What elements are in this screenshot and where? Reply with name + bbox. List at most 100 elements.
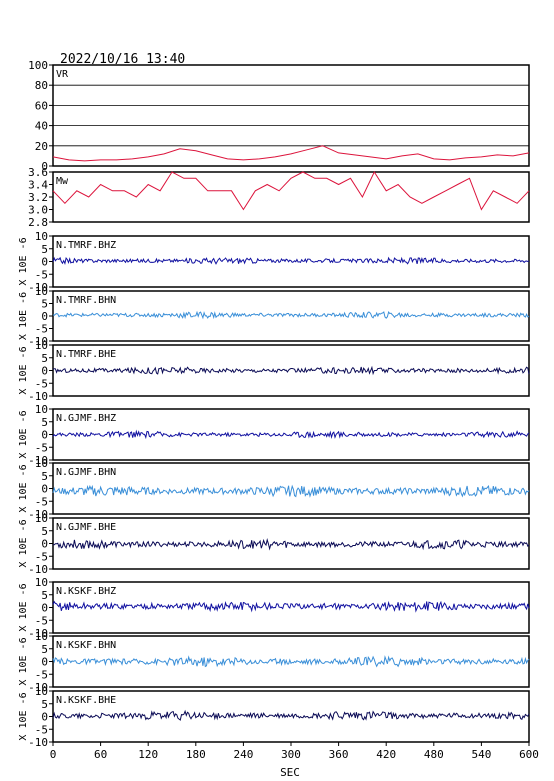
series-line — [52, 365, 530, 376]
y-tick-label: 40 — [35, 120, 48, 133]
panel-label: N.GJMF.BHN — [56, 467, 116, 478]
y-tick-label: 0 — [41, 256, 48, 269]
y-tick-label: 10 — [35, 457, 48, 470]
y-tick-label: 10 — [35, 685, 48, 698]
panel-label: N.GJMF.BHZ — [56, 413, 116, 424]
y-tick-label: 5 — [41, 243, 48, 256]
series-line — [52, 655, 530, 668]
y-tick-label: -10 — [28, 335, 48, 348]
y-tick-label: 10 — [35, 285, 48, 298]
timestamp-label: 2022/10/16 13:40 — [60, 52, 185, 67]
y-tick-label: 5 — [41, 525, 48, 538]
y-tick-label: 3.2 — [28, 191, 48, 204]
panel-label: N.KSKF.BHE — [56, 695, 116, 706]
panel-label: N.TMRF.BHZ — [56, 240, 116, 251]
y-tick-label: 3.4 — [28, 179, 48, 192]
y-tick-label: -10 — [28, 681, 48, 694]
series-line — [52, 170, 530, 211]
y-tick-label: -5 — [35, 614, 48, 627]
y-tick-label: -10 — [28, 281, 48, 294]
y-tick-label: 0 — [41, 429, 48, 442]
y-tick-label: 60 — [35, 99, 48, 112]
x-tick-label: 600 — [519, 748, 539, 761]
series-line — [52, 429, 530, 440]
y-tick-label: 10 — [35, 230, 48, 243]
y-tick-label: 100 — [28, 59, 48, 72]
y-tick-label: -5 — [35, 441, 48, 454]
series-line — [52, 145, 530, 162]
y-tick-label: 5 — [41, 589, 48, 602]
y-axis-label: X 10E -6 — [18, 637, 29, 685]
y-axis-label: X 10E -6 — [18, 692, 29, 740]
panel-label: N.KSKF.BHN — [56, 640, 116, 651]
x-tick-label: 300 — [281, 748, 301, 761]
y-tick-label: 10 — [35, 512, 48, 525]
y-axis-label: X 10E -6 — [18, 346, 29, 394]
panel-frame — [52, 581, 530, 634]
y-tick-label: 0 — [41, 483, 48, 496]
y-tick-label: 5 — [41, 470, 48, 483]
x-tick-label: 240 — [233, 748, 253, 761]
y-tick-label: 0 — [41, 656, 48, 669]
y-axis-label: X 10E -6 — [18, 410, 29, 458]
series-line — [53, 537, 530, 551]
y-tick-label: 3.0 — [28, 204, 48, 217]
x-tick-label: 120 — [138, 748, 158, 761]
x-tick-label: 480 — [424, 748, 444, 761]
y-tick-label: -10 — [28, 736, 48, 749]
y-tick-label: -5 — [35, 668, 48, 681]
panel-frame — [52, 64, 530, 167]
y-tick-label: -10 — [28, 454, 48, 467]
panel-frame — [52, 171, 530, 223]
x-axis-label: SEC — [280, 766, 300, 779]
y-tick-label: -5 — [35, 495, 48, 508]
y-tick-label: -5 — [35, 377, 48, 390]
y-tick-label: -10 — [28, 390, 48, 403]
y-tick-label: -10 — [28, 627, 48, 640]
x-tick-label: 0 — [50, 748, 57, 761]
y-tick-label: -5 — [35, 723, 48, 736]
y-tick-label: -5 — [35, 550, 48, 563]
panel-label: Mw — [56, 176, 69, 187]
y-tick-label: -5 — [35, 323, 48, 336]
y-tick-label: 80 — [35, 79, 48, 92]
panel-label: N.GJMF.BHE — [56, 522, 116, 533]
panel-label: N.KSKF.BHZ — [56, 586, 116, 597]
x-tick-label: 420 — [376, 748, 396, 761]
series-line — [52, 484, 530, 498]
y-tick-label: 0 — [41, 310, 48, 323]
y-tick-label: 3.6 — [28, 166, 48, 179]
y-tick-label: 5 — [41, 416, 48, 429]
series-line — [52, 256, 530, 265]
y-tick-label: 2.8 — [28, 216, 48, 229]
y-tick-label: 5 — [41, 643, 48, 656]
y-tick-label: -10 — [28, 508, 48, 521]
y-tick-label: 0 — [41, 602, 48, 615]
y-tick-label: 0 — [41, 160, 48, 173]
series-line — [52, 600, 530, 613]
y-tick-label: 5 — [41, 298, 48, 311]
y-tick-label: 0 — [41, 365, 48, 378]
panel-frame — [52, 635, 530, 688]
series-line — [52, 310, 530, 320]
y-axis-label: X 10E -6 — [18, 292, 29, 340]
y-axis-label: X 10E -6 — [18, 464, 29, 512]
panel-label: N.TMRF.BHE — [56, 349, 116, 360]
x-tick-label: 540 — [471, 748, 491, 761]
y-tick-label: 5 — [41, 352, 48, 365]
y-tick-label: 10 — [35, 576, 48, 589]
y-tick-label: 20 — [35, 140, 48, 153]
panel-label: VR — [56, 69, 69, 80]
y-axis-label: X 10E -6 — [18, 237, 29, 285]
x-tick-label: 60 — [94, 748, 107, 761]
y-tick-label: 10 — [35, 630, 48, 643]
y-tick-label: 0 — [41, 538, 48, 551]
x-tick-label: 180 — [186, 748, 206, 761]
series-line — [52, 709, 530, 721]
y-axis-label: X 10E -6 — [18, 583, 29, 631]
x-tick-label: 360 — [329, 748, 349, 761]
y-tick-label: -5 — [35, 268, 48, 281]
y-axis-label: X 10E -6 — [18, 519, 29, 567]
y-tick-label: -10 — [28, 563, 48, 576]
